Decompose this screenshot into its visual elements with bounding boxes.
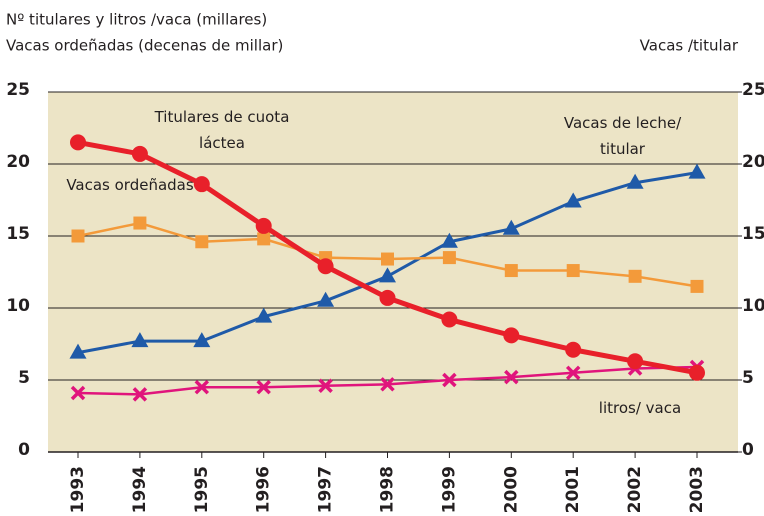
point xyxy=(441,311,458,328)
x-tick-label: 1997 xyxy=(316,466,336,513)
y2-tick-label: 5 xyxy=(742,368,754,388)
y-tick-label: 20 xyxy=(6,152,30,172)
x-tick-label: 1996 xyxy=(254,466,274,513)
point xyxy=(131,145,148,162)
point xyxy=(317,291,335,307)
point xyxy=(193,332,211,348)
point xyxy=(132,387,148,402)
y-tick-label: 0 xyxy=(18,440,30,460)
point xyxy=(628,269,642,283)
point xyxy=(255,217,272,234)
point xyxy=(627,353,644,370)
y2-tick-label: 0 xyxy=(742,440,754,460)
series-label-text: Vacas de leche/ titular xyxy=(563,114,682,158)
point xyxy=(379,289,396,306)
point xyxy=(379,267,396,283)
y2-tick-label: 25 xyxy=(742,80,764,100)
point xyxy=(133,216,147,230)
point xyxy=(502,219,520,235)
x-tick-label: 2001 xyxy=(563,466,583,513)
point xyxy=(503,327,520,344)
x-tick-label: 1993 xyxy=(68,466,88,513)
series xyxy=(69,163,706,359)
point xyxy=(566,264,580,278)
x-tick-label: 1994 xyxy=(130,466,150,513)
x-tick-label: 1999 xyxy=(439,466,459,513)
point xyxy=(442,372,457,388)
y-tick-label: 15 xyxy=(6,224,30,244)
point xyxy=(381,252,394,266)
series xyxy=(71,216,704,293)
series xyxy=(70,134,705,381)
point xyxy=(194,379,210,395)
x-tick-label: 2002 xyxy=(625,466,645,513)
y-tick-label: 10 xyxy=(6,296,30,316)
y2-tick-label: 20 xyxy=(742,152,764,172)
series-label: litros/ vaca xyxy=(598,399,682,417)
point xyxy=(504,264,518,278)
y-axis-title: Nº titulares y litros /vaca (millares) xyxy=(6,11,267,29)
point xyxy=(689,364,705,381)
y2-tick-label: 15 xyxy=(742,224,764,244)
point xyxy=(317,258,334,275)
y2-tick-label: 10 xyxy=(742,296,764,316)
y-axis-title: Vacas ordeñadas (decenas de millar) xyxy=(6,37,283,55)
point xyxy=(131,332,149,348)
x-tick-label: 2000 xyxy=(501,466,521,513)
point xyxy=(440,232,458,248)
y-tick-label: 5 xyxy=(18,368,30,388)
series xyxy=(70,359,705,402)
point xyxy=(688,163,706,179)
point xyxy=(255,307,273,323)
series-label: Titulares de cuota láctea xyxy=(154,108,290,152)
point xyxy=(565,341,582,358)
point xyxy=(626,173,644,189)
point xyxy=(564,192,582,208)
series-label: Vacas ordeñadas xyxy=(66,176,194,194)
point xyxy=(193,176,210,193)
point xyxy=(257,232,271,246)
point xyxy=(690,279,704,293)
point xyxy=(71,229,85,243)
y2-axis-title: Vacas /titular xyxy=(640,37,739,55)
series-label-text: Titulares de cuota láctea xyxy=(154,108,290,152)
point xyxy=(256,379,271,395)
point xyxy=(565,365,581,381)
series-label: Vacas de leche/ titular xyxy=(563,114,682,158)
series-label-text: litros/ vaca xyxy=(598,399,682,417)
point xyxy=(195,235,209,249)
x-tick-label: 1995 xyxy=(192,466,212,513)
point xyxy=(318,378,333,393)
point xyxy=(504,369,519,385)
point xyxy=(70,134,86,151)
point xyxy=(442,251,456,265)
y-tick-label: 25 xyxy=(6,80,30,100)
point xyxy=(380,377,395,392)
point xyxy=(69,343,87,359)
point xyxy=(70,385,86,401)
x-tick-label: 2003 xyxy=(687,466,707,513)
series-label-text: Vacas ordeñadas xyxy=(66,176,194,194)
x-tick-label: 1998 xyxy=(378,466,398,513)
